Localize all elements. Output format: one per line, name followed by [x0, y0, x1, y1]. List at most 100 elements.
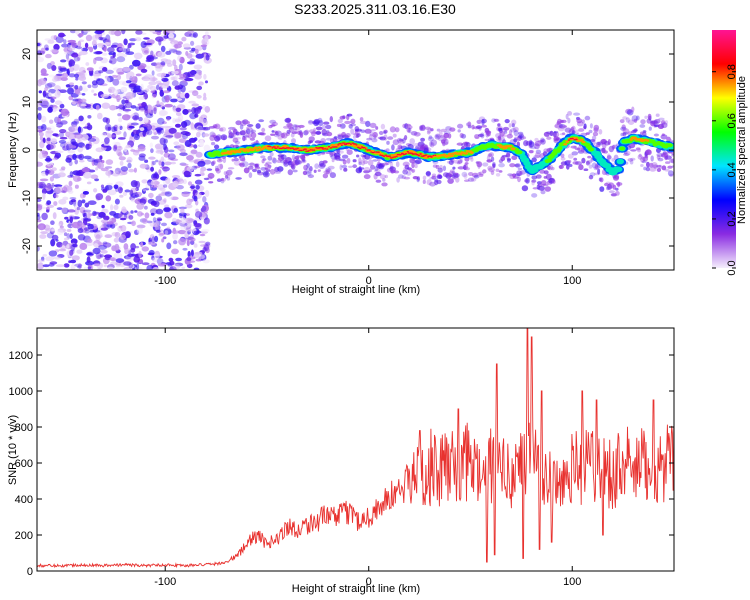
- noise-speck: [83, 126, 90, 129]
- noise-speck: [54, 90, 61, 98]
- noise-speck: [102, 67, 108, 72]
- noise-speck: [149, 65, 154, 72]
- track-halo: [436, 128, 441, 132]
- track-halo: [559, 133, 566, 136]
- noise-speck: [95, 167, 99, 171]
- track-halo: [511, 123, 515, 128]
- noise-speck: [195, 53, 204, 59]
- noise-speck: [92, 247, 101, 255]
- track-halo: [363, 170, 370, 174]
- noise-speck: [148, 249, 155, 256]
- track-halo: [554, 122, 562, 129]
- noise-speck: [180, 207, 185, 214]
- noise-speck: [193, 137, 198, 142]
- track-halo: [247, 133, 252, 139]
- track-halo: [257, 172, 264, 176]
- track-halo: [448, 160, 454, 165]
- track-halo: [509, 163, 516, 168]
- noise-speck: [174, 64, 178, 72]
- track-halo: [239, 124, 244, 130]
- track-halo: [374, 169, 381, 173]
- track-halo: [346, 113, 353, 117]
- track-halo: [385, 148, 390, 153]
- track-halo: [588, 175, 594, 180]
- noise-speck: [104, 137, 110, 145]
- noise-speck: [104, 75, 109, 79]
- noise-speck: [155, 208, 164, 215]
- noise-speck: [78, 222, 85, 228]
- track-halo: [350, 123, 356, 127]
- track-halo: [269, 119, 277, 124]
- noise-speck: [82, 30, 91, 33]
- track-halo: [348, 165, 353, 168]
- track-halo: [629, 160, 634, 165]
- noise-speck: [74, 263, 83, 267]
- track-halo: [660, 134, 668, 140]
- track-halo: [352, 164, 358, 169]
- track-halo: [530, 146, 537, 150]
- track-halo: [577, 150, 585, 154]
- noise-speck: [161, 77, 169, 82]
- noise-speck: [171, 175, 181, 179]
- track-halo: [292, 169, 298, 173]
- track-halo: [448, 171, 455, 177]
- noise-speck: [57, 172, 66, 178]
- track-halo: [453, 160, 460, 164]
- noise-speck: [109, 104, 117, 111]
- noise-speck: [64, 237, 69, 241]
- noise-speck: [76, 46, 82, 50]
- track-core-3: [253, 146, 258, 149]
- noise-speck: [156, 145, 163, 153]
- track-halo: [653, 133, 660, 137]
- noise-speck: [53, 35, 58, 41]
- track-halo: [567, 160, 572, 163]
- noise-speck: [193, 267, 200, 270]
- track-halo: [531, 179, 537, 183]
- noise-speck: [125, 80, 132, 84]
- noise-speck: [68, 82, 75, 86]
- track-halo: [252, 168, 257, 173]
- track-halo: [576, 118, 583, 124]
- noise-speck: [168, 33, 175, 39]
- track-halo: [265, 172, 268, 177]
- noise-speck: [143, 117, 149, 124]
- noise-speck: [159, 187, 166, 192]
- track-core-3: [502, 147, 508, 150]
- noise-speck: [159, 89, 165, 97]
- track-halo: [660, 120, 666, 125]
- track-halo: [454, 172, 459, 176]
- noise-speck: [37, 204, 43, 211]
- noise-speck: [148, 77, 158, 82]
- track-halo: [637, 154, 643, 160]
- noise-speck: [80, 70, 85, 79]
- track-halo: [345, 133, 351, 138]
- track-halo: [454, 173, 461, 178]
- noise-speck: [74, 133, 84, 139]
- noise-speck: [103, 47, 107, 52]
- track-halo: [497, 123, 501, 127]
- track-halo: [623, 131, 629, 136]
- track-halo: [325, 124, 332, 130]
- noise-speck: [183, 119, 191, 126]
- track-halo: [531, 193, 538, 198]
- noise-speck: [163, 184, 168, 188]
- track-halo: [593, 124, 600, 131]
- track-halo: [667, 170, 674, 177]
- track-halo: [359, 120, 367, 125]
- noise-speck: [172, 118, 176, 124]
- noise-speck: [93, 158, 102, 163]
- track-halo: [284, 118, 291, 123]
- track-core-4: [424, 154, 428, 156]
- track-core-3: [380, 152, 384, 156]
- noise-speck: [149, 234, 155, 241]
- track-halo: [611, 158, 615, 162]
- track-halo: [511, 155, 518, 160]
- noise-speck: [80, 210, 88, 214]
- noise-speck: [70, 138, 76, 145]
- noise-speck: [172, 217, 177, 223]
- track-halo: [414, 159, 422, 165]
- noise-speck: [148, 241, 156, 246]
- noise-speck: [41, 99, 49, 107]
- noise-speck: [123, 243, 129, 250]
- noise-speck: [133, 85, 143, 93]
